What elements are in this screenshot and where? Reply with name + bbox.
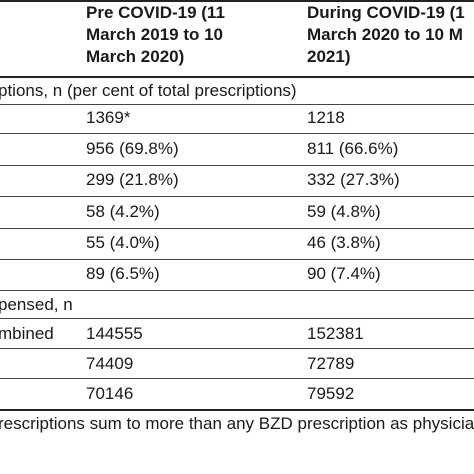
prescriptions-row-4-during: 59 (4.8%): [307, 202, 381, 221]
section-prescriptions-rule: [0, 104, 474, 105]
prescriptions-row-3-pre: 299 (21.8%): [86, 170, 179, 189]
row-divider: [0, 196, 474, 197]
dispensed-row-2-during: 72789: [307, 354, 355, 373]
dispensed-row-1-during: 152381: [307, 324, 364, 343]
prescriptions-row-5-during: 46 (3.8%): [307, 233, 381, 252]
section-prescriptions-label: ptions, n (per cent of total prescriptio…: [0, 81, 297, 100]
dispensed-row-3-pre: 70146: [86, 384, 134, 403]
prescriptions-row-1-pre: 1369*: [86, 108, 131, 127]
dispensed-row-1-label: mbined: [0, 324, 54, 343]
section-dispensed-rule: [0, 318, 474, 319]
row-divider: [0, 378, 474, 379]
prescriptions-row-3-during: 332 (27.3%): [307, 170, 400, 189]
table-bottom-rule: [0, 409, 474, 411]
header-pre-covid-line-3: March 2020): [86, 47, 185, 66]
dispensed-row-1-pre: 144555: [86, 324, 143, 343]
row-divider: [0, 348, 474, 349]
prescriptions-row-6-pre: 89 (6.5%): [86, 264, 160, 283]
header-pre-covid-line-1: Pre COVID-19 (11: [86, 3, 225, 22]
header-during-covid-line-2: March 2020 to 10 M: [307, 25, 463, 44]
header-pre-covid-line-2: March 2019 to 10: [86, 25, 224, 44]
dispensed-row-2-pre: 74409: [86, 354, 134, 373]
section-dispensed-label: pensed, n: [0, 295, 73, 314]
row-divider: [0, 228, 474, 229]
prescriptions-row-2-during: 811 (66.6%): [307, 139, 399, 158]
prescriptions-row-4-pre: 58 (4.2%): [86, 202, 160, 221]
table-footnote: rescriptions sum to more than any BZD pr…: [0, 414, 474, 433]
header-during-covid-line-1: During COVID-19 (1: [307, 3, 465, 22]
prescriptions-row-6-during: 90 (7.4%): [307, 264, 381, 283]
top-rule: [0, 0, 474, 2]
dispensed-row-3-during: 79592: [307, 384, 355, 403]
prescriptions-row-2-pre: 956 (69.8%): [86, 139, 179, 158]
header-during-covid-line-3: 2021): [307, 47, 351, 66]
row-divider: [0, 133, 474, 134]
row-divider: [0, 290, 474, 291]
row-divider: [0, 165, 474, 166]
header-rule: [0, 76, 474, 78]
prescriptions-row-5-pre: 55 (4.0%): [86, 233, 160, 252]
prescriptions-row-1-during: 1218: [307, 108, 345, 127]
row-divider: [0, 259, 474, 260]
